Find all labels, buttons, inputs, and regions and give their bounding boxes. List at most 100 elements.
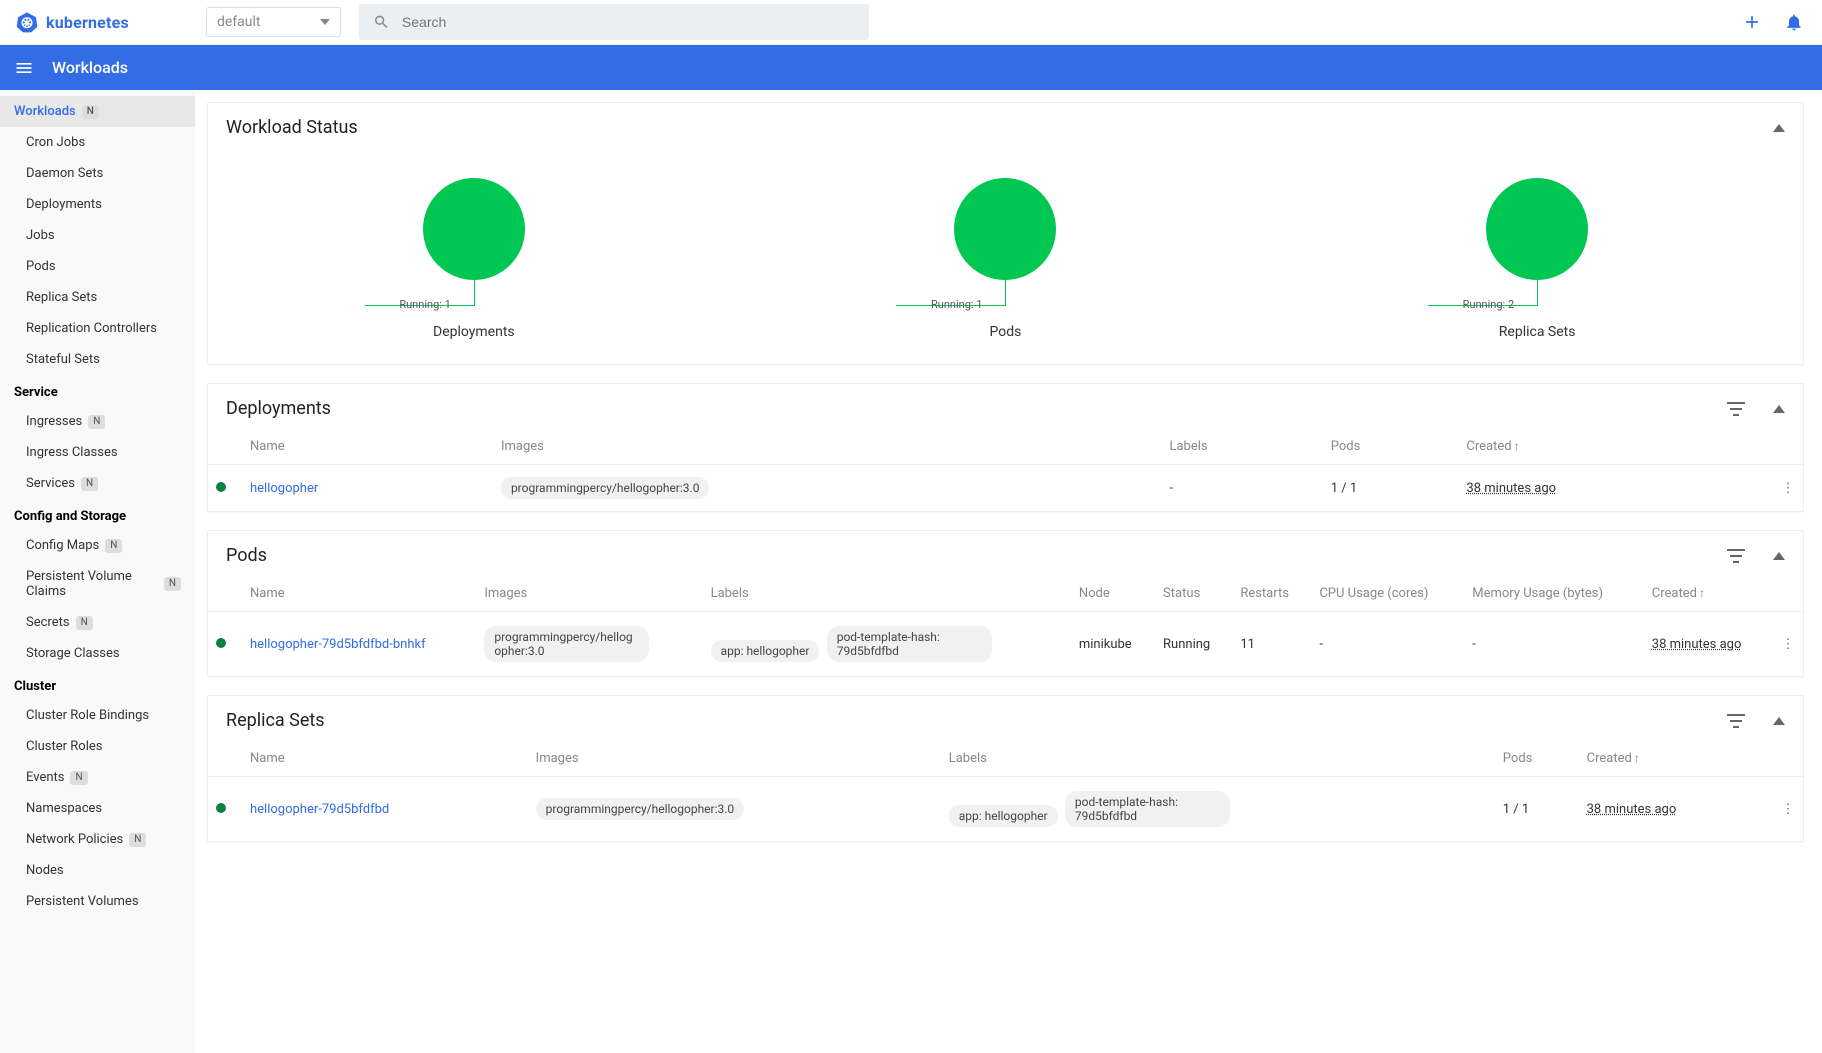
col-images[interactable]: Images	[476, 576, 702, 612]
sidebar-section-service[interactable]: Service	[0, 375, 195, 406]
col-pods[interactable]: Pods	[1323, 429, 1459, 465]
replicasets-title: Replica Sets	[226, 710, 325, 731]
replicaset-link[interactable]: hellogopher-79d5bfdfbd	[250, 802, 389, 817]
col-created[interactable]: Created↑	[1644, 576, 1773, 612]
status-donut-deployments: Running: 1 Deployments	[423, 178, 525, 340]
col-pods[interactable]: Pods	[1495, 741, 1579, 777]
filter-button[interactable]	[1727, 402, 1745, 416]
col-images[interactable]: Images	[493, 429, 1162, 465]
replicasets-card: Replica Sets Name Images Labels Pods	[207, 695, 1804, 842]
label-chip: pod-template-hash: 79d5bfdfbd	[1065, 791, 1230, 827]
sidebar-section-workloads[interactable]: Workloads N	[0, 96, 195, 127]
image-chip: programmingpercy/hellogopher:3.0	[536, 798, 745, 820]
row-menu-button[interactable]: ⋮	[1782, 481, 1795, 496]
col-labels[interactable]: Labels	[941, 741, 1495, 777]
sidebar-item-configmaps[interactable]: Config MapsN	[0, 530, 195, 561]
pod-link[interactable]: hellogopher-79d5bfdfbd-bnhkf	[250, 637, 426, 652]
sort-up-icon: ↑	[1699, 586, 1705, 600]
col-node[interactable]: Node	[1071, 576, 1155, 612]
sidebar-item-clusterrolebindings[interactable]: Cluster Role Bindings	[0, 700, 195, 731]
topbar: kubernetes default	[0, 0, 1822, 45]
deployments-table: Name Images Labels Pods Created↑ hellogo…	[208, 429, 1803, 511]
sidebar-item-ingressclasses[interactable]: Ingress Classes	[0, 437, 195, 468]
sidebar-section-cluster[interactable]: Cluster	[0, 669, 195, 700]
sort-up-icon: ↑	[1634, 751, 1640, 765]
running-label: Running: 2	[1463, 298, 1515, 311]
col-labels[interactable]: Labels	[703, 576, 1071, 612]
sidebar-item-deployments[interactable]: Deployments	[0, 189, 195, 220]
row-menu-button[interactable]: ⋮	[1782, 637, 1795, 652]
filter-icon	[1727, 402, 1745, 416]
col-name[interactable]: Name	[242, 741, 528, 777]
col-cpu[interactable]: CPU Usage (cores)	[1311, 576, 1464, 612]
deployment-link[interactable]: hellogopher	[250, 481, 318, 496]
sidebar-item-storageclasses[interactable]: Storage Classes	[0, 638, 195, 669]
sidebar-item-jobs[interactable]: Jobs	[0, 220, 195, 251]
col-mem[interactable]: Memory Usage (bytes)	[1464, 576, 1644, 612]
plus-icon	[1742, 12, 1762, 32]
sidebar-item-namespaces[interactable]: Namespaces	[0, 793, 195, 824]
col-restarts[interactable]: Restarts	[1232, 576, 1311, 612]
sidebar-item-daemonsets[interactable]: Daemon Sets	[0, 158, 195, 189]
label-chip: app: hellogopher	[949, 805, 1058, 827]
workload-status-card: Workload Status Running: 1 Deployments	[207, 102, 1804, 365]
sidebar-item-ingresses[interactable]: IngressesN	[0, 406, 195, 437]
status-dot-icon	[216, 803, 226, 813]
collapse-button[interactable]	[1773, 405, 1785, 413]
running-label: Running: 1	[931, 298, 983, 311]
searchbar[interactable]	[359, 4, 869, 40]
search-icon	[373, 13, 390, 31]
pods-title: Pods	[226, 545, 267, 566]
image-chip: programmingpercy/hellogopher:3.0	[501, 477, 710, 499]
sidebar-item-services[interactable]: ServicesN	[0, 468, 195, 499]
col-name[interactable]: Name	[242, 576, 476, 612]
col-name[interactable]: Name	[242, 429, 493, 465]
namespace-value: default	[217, 14, 261, 30]
col-created[interactable]: Created↑	[1579, 741, 1773, 777]
sidebar-item-persistentvolumes[interactable]: Persistent Volumes	[0, 886, 195, 917]
sidebar-item-pvcs[interactable]: Persistent Volume ClaimsN	[0, 561, 195, 607]
sidebar-item-replicasets[interactable]: Replica Sets	[0, 282, 195, 313]
mem-cell: -	[1464, 612, 1644, 677]
n-badge: N	[82, 105, 99, 119]
filter-button[interactable]	[1727, 714, 1745, 728]
status-name: Deployments	[433, 324, 515, 340]
node-cell: minikube	[1071, 612, 1155, 677]
sidebar-item-cronjobs[interactable]: Cron Jobs	[0, 127, 195, 158]
col-status[interactable]: Status	[1155, 576, 1232, 612]
search-input[interactable]	[402, 14, 855, 30]
create-button[interactable]	[1740, 10, 1764, 34]
namespace-selector[interactable]: default	[206, 7, 341, 37]
pods-cell: 1 / 1	[1323, 465, 1459, 512]
sidebar-item-clusterroles[interactable]: Cluster Roles	[0, 731, 195, 762]
col-images[interactable]: Images	[528, 741, 941, 777]
col-labels[interactable]: Labels	[1161, 429, 1322, 465]
chevron-up-icon	[1773, 124, 1785, 132]
replicasets-table: Name Images Labels Pods Created↑ hellogo…	[208, 741, 1803, 841]
main-content: Workload Status Running: 1 Deployments	[195, 90, 1822, 1053]
bell-icon	[1784, 12, 1804, 32]
hamburger-menu-button[interactable]	[14, 58, 34, 78]
sidebar-item-events[interactable]: EventsN	[0, 762, 195, 793]
sidebar-item-secrets[interactable]: SecretsN	[0, 607, 195, 638]
kubernetes-logo-icon	[16, 11, 38, 33]
sidebar-item-pods[interactable]: Pods	[0, 251, 195, 282]
collapse-button[interactable]	[1773, 717, 1785, 725]
cpu-cell: -	[1311, 612, 1464, 677]
sidebar-section-config[interactable]: Config and Storage	[0, 499, 195, 530]
hamburger-icon	[14, 58, 34, 78]
pods-cell: 1 / 1	[1495, 777, 1579, 842]
notifications-button[interactable]	[1782, 10, 1806, 34]
sidebar-item-statefulsets[interactable]: Stateful Sets	[0, 344, 195, 375]
sidebar-item-replicationcontrollers[interactable]: Replication Controllers	[0, 313, 195, 344]
created-cell: 38 minutes ago	[1466, 481, 1556, 496]
row-menu-button[interactable]: ⋮	[1782, 802, 1795, 817]
col-created[interactable]: Created↑	[1458, 429, 1773, 465]
sidebar-item-networkpolicies[interactable]: Network PoliciesN	[0, 824, 195, 855]
filter-button[interactable]	[1727, 549, 1745, 563]
collapse-button[interactable]	[1773, 124, 1785, 132]
logo-area[interactable]: kubernetes	[16, 11, 206, 33]
collapse-button[interactable]	[1773, 552, 1785, 560]
pods-card: Pods Name Images Labels Node	[207, 530, 1804, 677]
sidebar-item-nodes[interactable]: Nodes	[0, 855, 195, 886]
